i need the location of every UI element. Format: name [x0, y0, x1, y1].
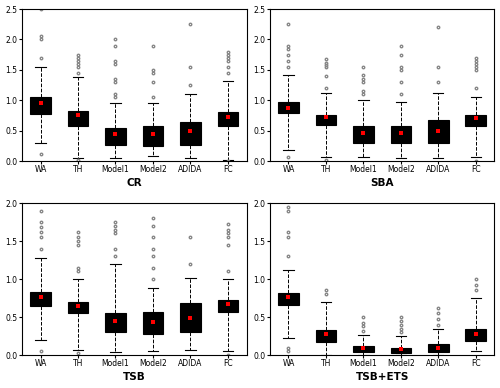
PathPatch shape [30, 97, 51, 114]
PathPatch shape [466, 116, 486, 126]
PathPatch shape [278, 102, 299, 113]
PathPatch shape [390, 126, 411, 143]
PathPatch shape [428, 344, 448, 352]
X-axis label: TSB: TSB [123, 372, 146, 383]
PathPatch shape [390, 348, 411, 353]
PathPatch shape [316, 116, 336, 125]
PathPatch shape [218, 113, 238, 126]
PathPatch shape [466, 329, 486, 341]
PathPatch shape [218, 300, 238, 312]
PathPatch shape [353, 346, 374, 352]
PathPatch shape [105, 128, 126, 145]
PathPatch shape [142, 126, 163, 146]
PathPatch shape [316, 330, 336, 342]
PathPatch shape [30, 292, 51, 306]
PathPatch shape [180, 303, 201, 332]
X-axis label: TSB+ETS: TSB+ETS [356, 372, 409, 383]
PathPatch shape [353, 126, 374, 143]
X-axis label: SBA: SBA [370, 178, 394, 189]
PathPatch shape [278, 293, 299, 305]
X-axis label: CR: CR [126, 178, 142, 189]
PathPatch shape [180, 121, 201, 145]
PathPatch shape [142, 312, 163, 334]
PathPatch shape [105, 313, 126, 332]
PathPatch shape [68, 111, 88, 126]
PathPatch shape [68, 302, 88, 313]
PathPatch shape [428, 120, 448, 144]
